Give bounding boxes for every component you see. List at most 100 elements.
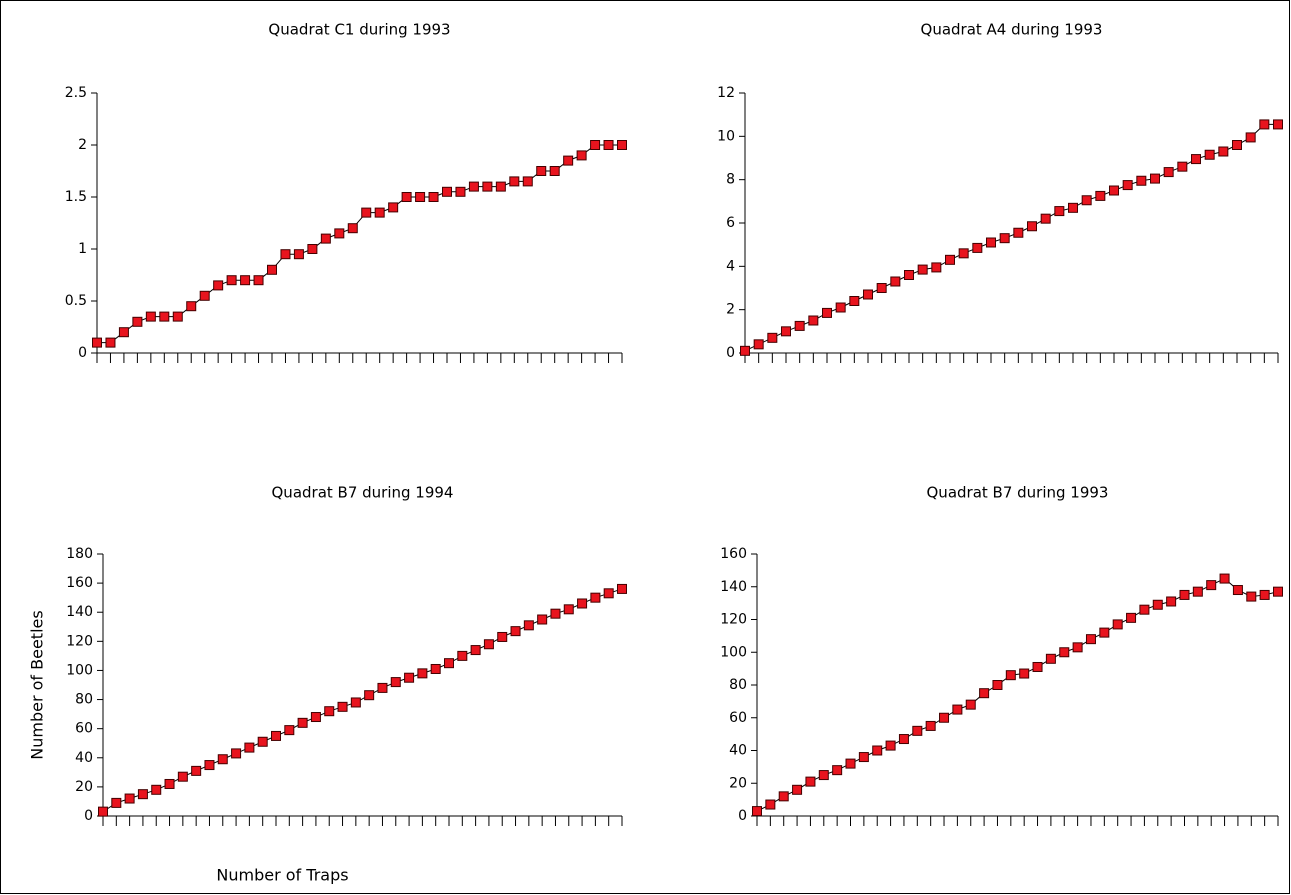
marker (271, 730, 281, 741)
marker (872, 745, 883, 756)
marker (576, 150, 587, 161)
marker (1112, 619, 1123, 630)
marker (549, 166, 560, 176)
marker (1245, 132, 1256, 143)
marker (1232, 585, 1243, 596)
marker (1150, 173, 1160, 184)
marker (1109, 185, 1119, 196)
marker (1136, 175, 1147, 186)
marker (898, 734, 909, 745)
marker (1163, 167, 1174, 178)
marker (364, 690, 375, 701)
marker (752, 806, 762, 817)
y-tick-label: 140 (66, 604, 93, 620)
marker (885, 740, 896, 751)
marker (1273, 586, 1283, 597)
marker (253, 275, 264, 286)
marker (430, 663, 441, 674)
marker (199, 290, 210, 301)
marker (523, 620, 534, 631)
marker (805, 776, 816, 787)
marker (457, 650, 468, 661)
marker (347, 223, 358, 234)
marker (320, 233, 331, 244)
marker (617, 583, 627, 594)
series-line (744, 123, 1278, 352)
marker (537, 614, 548, 625)
marker (1032, 661, 1043, 672)
marker (1019, 668, 1030, 679)
marker (324, 706, 335, 717)
marker (1273, 119, 1283, 130)
marker (1206, 580, 1217, 591)
marker (563, 604, 574, 615)
marker (863, 289, 873, 300)
marker (470, 645, 481, 656)
y-tick-label: 180 (66, 546, 93, 562)
marker (297, 717, 308, 728)
series-line (97, 144, 622, 344)
marker (495, 181, 506, 192)
marker (280, 249, 291, 260)
marker (1204, 149, 1215, 160)
marker (374, 207, 385, 218)
marker (204, 760, 215, 771)
y-tick-label: 40 (75, 750, 93, 766)
marker (417, 668, 428, 679)
marker (151, 784, 162, 795)
marker (337, 701, 348, 712)
marker (1177, 161, 1188, 172)
marker (1085, 634, 1096, 645)
series-line (756, 577, 1279, 812)
marker (240, 275, 251, 286)
marker (98, 806, 108, 817)
y-tick-label: 1 (78, 241, 87, 257)
marker (244, 742, 255, 753)
marker (1045, 653, 1056, 664)
marker (350, 697, 361, 708)
y-tick-label: 100 (66, 662, 93, 678)
y-tick-label: 60 (75, 721, 93, 737)
marker (792, 784, 803, 795)
marker (388, 202, 399, 213)
y-tick-label: 0 (726, 345, 735, 361)
marker (945, 254, 955, 265)
marker (577, 598, 588, 609)
marker (1126, 612, 1137, 623)
marker (590, 140, 601, 150)
marker (217, 754, 228, 765)
y-tick-label: 0 (84, 808, 93, 824)
marker (1192, 586, 1203, 597)
marker (740, 345, 750, 356)
y-tick-label: 2 (78, 137, 87, 153)
marker (808, 315, 819, 326)
marker (794, 320, 805, 331)
marker (979, 688, 990, 699)
marker (334, 228, 345, 239)
marker (226, 275, 237, 286)
marker (377, 682, 388, 693)
marker (1027, 221, 1037, 232)
y-tick-label: 6 (726, 215, 735, 231)
y-tick-label: 140 (720, 579, 747, 595)
marker (1152, 599, 1163, 610)
marker (1259, 119, 1270, 130)
marker (939, 712, 950, 723)
marker (1219, 573, 1230, 584)
y-tick-label: 80 (729, 677, 747, 693)
marker (267, 264, 277, 275)
y-tick-label: 20 (75, 779, 93, 795)
marker (781, 326, 791, 337)
marker (849, 296, 860, 306)
marker (105, 337, 116, 348)
marker (1179, 589, 1190, 600)
y-axis-label: Number of Beetles (28, 610, 47, 759)
marker (1191, 154, 1201, 165)
y-tick-label: 40 (729, 743, 747, 759)
marker (310, 712, 321, 723)
marker (468, 181, 479, 192)
marker (137, 789, 148, 800)
marker (415, 192, 426, 202)
y-tick-label: 80 (75, 692, 93, 708)
